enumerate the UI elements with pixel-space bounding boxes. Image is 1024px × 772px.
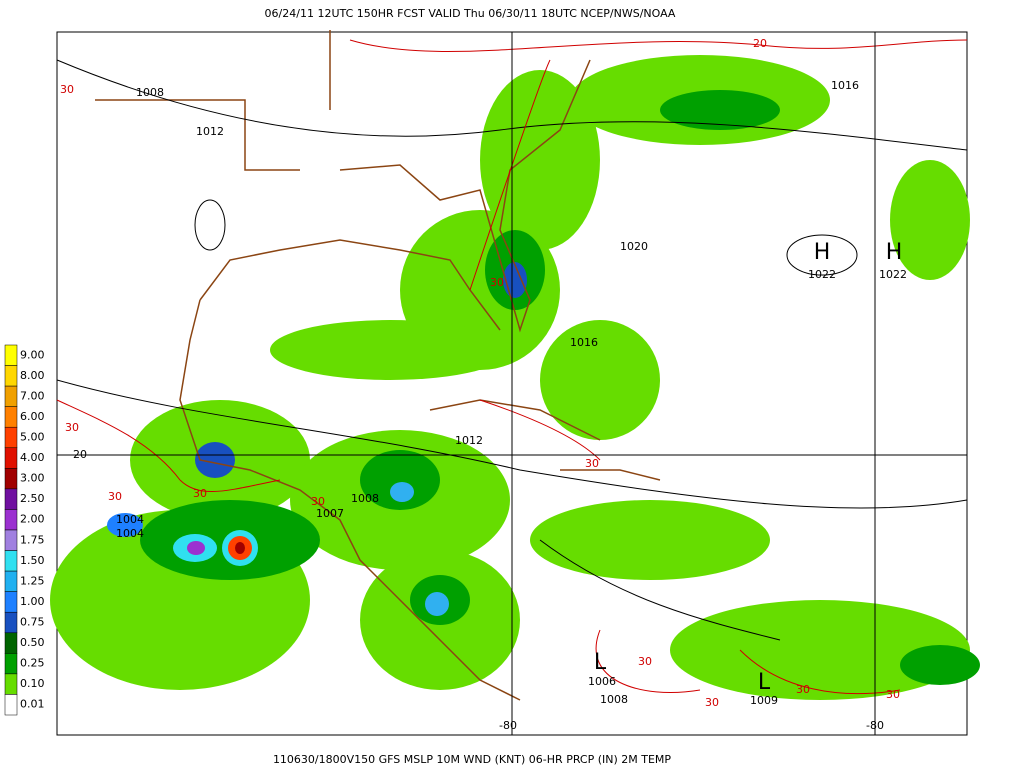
colorbar-swatch — [4, 550, 18, 572]
map-label: 1012 — [196, 125, 224, 138]
map-label: 30 — [65, 421, 79, 434]
colorbar-label: 5.00 — [20, 431, 45, 444]
map-label: 30 — [193, 487, 207, 500]
map-label: 30 — [490, 276, 504, 289]
precip-heavy — [107, 262, 527, 616]
colorbar-swatch — [4, 406, 18, 428]
colorbar-label: 8.00 — [20, 369, 45, 382]
caption: 110630/1800V150 GFS MSLP 10M WND (KNT) 0… — [273, 753, 671, 766]
colorbar-label: 9.00 — [20, 348, 45, 361]
colorbar-label: 6.00 — [20, 410, 45, 423]
colorbar-label: 4.00 — [20, 451, 45, 464]
colorbar-swatch — [4, 632, 18, 654]
map-label: 1008 — [600, 693, 628, 706]
map-label: 1004 — [116, 513, 144, 526]
colorbar-label: 7.00 — [20, 389, 45, 402]
map-label: 1016 — [570, 336, 598, 349]
colorbar-swatch — [4, 591, 18, 613]
colorbar-label: 0.50 — [20, 636, 45, 649]
temperature-contours — [56, 39, 968, 695]
map-label: 1009 — [750, 694, 778, 707]
map-label: 30 — [638, 655, 652, 668]
map-label: 30 — [886, 688, 900, 701]
map-label: 1006 — [588, 675, 616, 688]
map-label: 1007 — [316, 507, 344, 520]
colorbar-label: 1.00 — [20, 595, 45, 608]
colorbar-label: 0.01 — [20, 698, 45, 711]
map-label: 20 — [73, 448, 87, 461]
isobars — [56, 59, 968, 641]
map-label: 30 — [108, 490, 122, 503]
map-label: 30 — [311, 495, 325, 508]
map-label: 1004 — [116, 527, 144, 540]
map-label: 30 — [585, 457, 599, 470]
colorbar-label: 2.00 — [20, 513, 45, 526]
colorbar-swatch — [4, 468, 18, 490]
map: 1008 1012 1016 20 30 1020 H 1022 H 1022 1016 30 1012… — [50, 30, 980, 736]
colorbar-label: 0.75 — [20, 616, 45, 629]
colorbar-swatch — [4, 447, 18, 469]
colorbar-swatch — [4, 509, 18, 531]
colorbar-swatch — [4, 488, 18, 510]
map-label: 30 — [796, 683, 810, 696]
title: 06/24/11 12UTC 150HR FCST VALID Thu 06/3… — [265, 7, 676, 20]
map-label: -80 — [866, 719, 884, 732]
colorbar-swatch — [4, 385, 18, 407]
colorbar-label: 3.00 — [20, 472, 45, 485]
map-label: -80 — [499, 719, 517, 732]
coastlines — [95, 30, 661, 701]
colorbar-swatch — [4, 365, 18, 387]
map-label: 20 — [753, 37, 767, 50]
map-label: L — [594, 650, 607, 675]
colorbar-label: 0.25 — [20, 657, 45, 670]
colorbar-label: 0.10 — [20, 677, 45, 690]
colorbar-swatch — [4, 570, 18, 592]
map-label: 1012 — [455, 434, 483, 447]
map-label: H — [814, 240, 831, 265]
map-label: 30 — [60, 83, 74, 96]
colorbar: 9.00 8.00 7.00 6.00 5.00 4.00 3.00 2.50 2.00 1.75… — [4, 344, 45, 716]
colorbar-label: 1.25 — [20, 574, 45, 587]
map-label: 1008 — [136, 86, 164, 99]
map-label: 1020 — [620, 240, 648, 253]
map-label: 1022 — [879, 268, 907, 281]
map-label: L — [758, 670, 771, 695]
map-label: 1008 — [351, 492, 379, 505]
colorbar-swatch — [4, 529, 18, 551]
colorbar-swatch — [4, 694, 18, 716]
colorbar-label: 2.50 — [20, 492, 45, 505]
colorbar-swatch — [4, 426, 18, 449]
map-label: 30 — [705, 696, 719, 709]
colorbar-swatch — [4, 344, 18, 366]
colorbar-label: 1.50 — [20, 554, 45, 567]
map-label: 1022 — [808, 268, 836, 281]
map-label: 1016 — [831, 79, 859, 92]
colorbar-label: 1.75 — [20, 533, 45, 546]
colorbar-swatch — [4, 653, 18, 675]
map-label: H — [886, 240, 903, 265]
colorbar-swatch — [4, 611, 18, 634]
grid-lines — [57, 32, 967, 735]
colorbar-swatch — [4, 673, 18, 695]
